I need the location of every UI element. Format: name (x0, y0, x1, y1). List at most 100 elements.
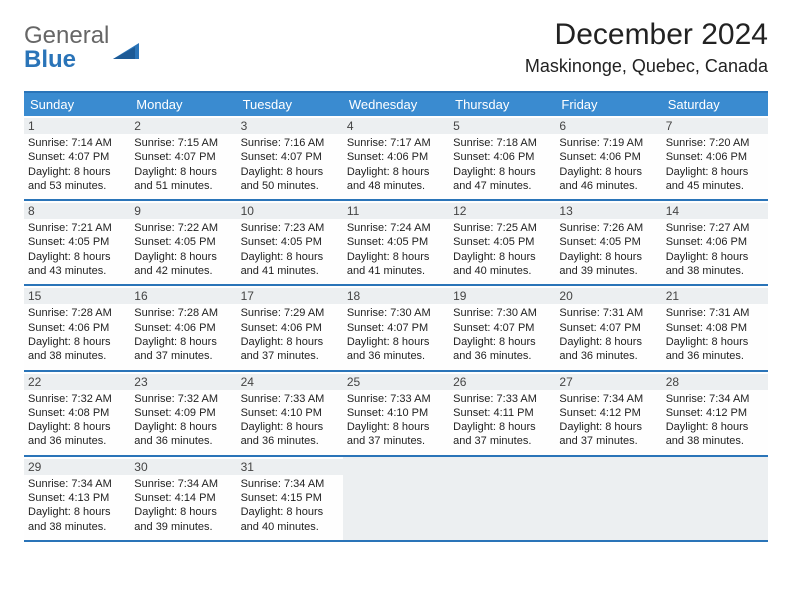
weeks-container: 1 Sunrise: 7:14 AMSunset: 4:07 PMDaylight… (24, 116, 768, 542)
day-cell: 7Sunrise: 7:20 AMSunset: 4:06 PMDaylight… (662, 116, 768, 199)
day-number: 31 (237, 459, 343, 475)
day-number: 6 (555, 118, 661, 134)
day-cell: 28 Sunrise: 7:34 AMSunset: 4:12 PMDayligh… (662, 372, 768, 455)
week-row: 15Sunrise: 7:28 AMSunset: 4:06 PMDayligh… (24, 286, 768, 371)
day-number: 1 (24, 118, 130, 134)
day-details: Sunrise: 7:27 AMSunset: 4:06 PMDaylight:… (666, 221, 764, 278)
day-number: 29 (24, 459, 130, 475)
day-cell: 29 Sunrise: 7:34 AMSunset: 4:13 PMDayligh… (24, 457, 130, 540)
day-cell: 31 Sunrise: 7:34 AMSunset: 4:15 PMDayligh… (237, 457, 343, 540)
dow-sunday: Sunday (24, 93, 130, 116)
day-number: 19 (449, 288, 555, 304)
day-details: Sunrise: 7:30 AMSunset: 4:07 PMDaylight:… (453, 306, 551, 363)
day-number: 17 (237, 288, 343, 304)
day-number: 2 (130, 118, 236, 134)
day-details: Sunrise: 7:17 AMSunset: 4:06 PMDaylight:… (347, 136, 445, 193)
day-number: 4 (343, 118, 449, 134)
day-cell: 19 Sunrise: 7:30 AMSunset: 4:07 PMDayligh… (449, 286, 555, 369)
day-number: 28 (662, 374, 768, 390)
day-cell: 23Sunrise: 7:32 AMSunset: 4:09 PMDayligh… (130, 372, 236, 455)
day-cell: 12 Sunrise: 7:25 AMSunset: 4:05 PMDayligh… (449, 201, 555, 284)
day-details: Sunrise: 7:34 AMSunset: 4:12 PMDaylight:… (666, 392, 764, 449)
day-number: 14 (662, 203, 768, 219)
brand-text: General Blue (24, 24, 109, 72)
day-cell: 11 Sunrise: 7:24 AMSunset: 4:05 PMDayligh… (343, 201, 449, 284)
day-details: Sunrise: 7:28 AMSunset: 4:06 PMDaylight:… (28, 306, 126, 363)
day-details: Sunrise: 7:31 AMSunset: 4:07 PMDaylight:… (559, 306, 657, 363)
day-cell: 16 Sunrise: 7:28 AMSunset: 4:06 PMDayligh… (130, 286, 236, 369)
day-cell: 25Sunrise: 7:33 AMSunset: 4:10 PMDayligh… (343, 372, 449, 455)
day-cell: 15Sunrise: 7:28 AMSunset: 4:06 PMDayligh… (24, 286, 130, 369)
brand-triangle-icon (113, 37, 139, 59)
brand-word2: Blue (24, 46, 76, 73)
day-number: 24 (237, 374, 343, 390)
day-cell: 27 Sunrise: 7:34 AMSunset: 4:12 PMDayligh… (555, 372, 661, 455)
day-details: Sunrise: 7:25 AMSunset: 4:05 PMDaylight:… (453, 221, 551, 278)
day-details: Sunrise: 7:22 AMSunset: 4:05 PMDaylight:… (134, 221, 232, 278)
empty-cell (343, 457, 449, 540)
day-details: Sunrise: 7:15 AMSunset: 4:07 PMDaylight:… (134, 136, 232, 193)
day-details: Sunrise: 7:24 AMSunset: 4:05 PMDaylight:… (347, 221, 445, 278)
day-details: Sunrise: 7:30 AMSunset: 4:07 PMDaylight:… (347, 306, 445, 363)
dow-thursday: Thursday (449, 93, 555, 116)
day-cell: 26 Sunrise: 7:33 AMSunset: 4:11 PMDayligh… (449, 372, 555, 455)
dow-wednesday: Wednesday (343, 93, 449, 116)
day-details: Sunrise: 7:32 AMSunset: 4:08 PMDaylight:… (28, 392, 126, 449)
day-details: Sunrise: 7:31 AMSunset: 4:08 PMDaylight:… (666, 306, 764, 363)
week-row: 8 Sunrise: 7:21 AMSunset: 4:05 PMDaylight… (24, 201, 768, 286)
day-number: 21 (662, 288, 768, 304)
day-details: Sunrise: 7:20 AMSunset: 4:06 PMDaylight:… (666, 136, 764, 193)
location-text: Maskinonge, Quebec, Canada (525, 56, 768, 77)
day-number: 26 (449, 374, 555, 390)
day-cell: 22Sunrise: 7:32 AMSunset: 4:08 PMDayligh… (24, 372, 130, 455)
day-number: 16 (130, 288, 236, 304)
day-cell: 5 Sunrise: 7:18 AMSunset: 4:06 PMDaylight… (449, 116, 555, 199)
day-cell: 3Sunrise: 7:16 AMSunset: 4:07 PMDaylight… (237, 116, 343, 199)
day-number: 12 (449, 203, 555, 219)
day-cell: 17 Sunrise: 7:29 AMSunset: 4:06 PMDayligh… (237, 286, 343, 369)
day-cell: 8 Sunrise: 7:21 AMSunset: 4:05 PMDaylight… (24, 201, 130, 284)
day-number: 11 (343, 203, 449, 219)
day-details: Sunrise: 7:21 AMSunset: 4:05 PMDaylight:… (28, 221, 126, 278)
day-cell: 4 Sunrise: 7:17 AMSunset: 4:06 PMDaylight… (343, 116, 449, 199)
day-number: 20 (555, 288, 661, 304)
day-details: Sunrise: 7:28 AMSunset: 4:06 PMDaylight:… (134, 306, 232, 363)
day-cell: 10Sunrise: 7:23 AMSunset: 4:05 PMDayligh… (237, 201, 343, 284)
title-block: December 2024 Maskinonge, Quebec, Canada (525, 18, 768, 77)
day-cell: 30Sunrise: 7:34 AMSunset: 4:14 PMDayligh… (130, 457, 236, 540)
day-number: 9 (130, 203, 236, 219)
day-details: Sunrise: 7:34 AMSunset: 4:12 PMDaylight:… (559, 392, 657, 449)
day-details: Sunrise: 7:19 AMSunset: 4:06 PMDaylight:… (559, 136, 657, 193)
week-row: 22Sunrise: 7:32 AMSunset: 4:08 PMDayligh… (24, 372, 768, 457)
dow-friday: Friday (555, 93, 661, 116)
day-number: 18 (343, 288, 449, 304)
dow-monday: Monday (130, 93, 236, 116)
day-cell: 21 Sunrise: 7:31 AMSunset: 4:08 PMDayligh… (662, 286, 768, 369)
dow-saturday: Saturday (662, 93, 768, 116)
day-details: Sunrise: 7:29 AMSunset: 4:06 PMDaylight:… (241, 306, 339, 363)
day-details: Sunrise: 7:33 AMSunset: 4:10 PMDaylight:… (347, 392, 445, 449)
day-cell: 13Sunrise: 7:26 AMSunset: 4:05 PMDayligh… (555, 201, 661, 284)
day-cell: 14 Sunrise: 7:27 AMSunset: 4:06 PMDayligh… (662, 201, 768, 284)
day-number: 8 (24, 203, 130, 219)
day-cell: 18 Sunrise: 7:30 AMSunset: 4:07 PMDayligh… (343, 286, 449, 369)
brand-word1: General (24, 22, 109, 49)
empty-cell (449, 457, 555, 540)
dow-tuesday: Tuesday (237, 93, 343, 116)
day-number: 5 (449, 118, 555, 134)
day-details: Sunrise: 7:16 AMSunset: 4:07 PMDaylight:… (241, 136, 339, 193)
day-details: Sunrise: 7:18 AMSunset: 4:06 PMDaylight:… (453, 136, 551, 193)
day-number: 10 (237, 203, 343, 219)
day-details: Sunrise: 7:33 AMSunset: 4:11 PMDaylight:… (453, 392, 551, 449)
day-details: Sunrise: 7:34 AMSunset: 4:15 PMDaylight:… (241, 477, 339, 534)
day-cell: 9 Sunrise: 7:22 AMSunset: 4:05 PMDaylight… (130, 201, 236, 284)
header: General Blue December 2024 Maskinonge, Q… (24, 18, 768, 77)
day-number: 27 (555, 374, 661, 390)
week-row: 29 Sunrise: 7:34 AMSunset: 4:13 PMDayligh… (24, 457, 768, 542)
day-details: Sunrise: 7:14 AMSunset: 4:07 PMDaylight:… (28, 136, 126, 193)
day-cell: 24Sunrise: 7:33 AMSunset: 4:10 PMDayligh… (237, 372, 343, 455)
day-cell: 1 Sunrise: 7:14 AMSunset: 4:07 PMDaylight… (24, 116, 130, 199)
day-details: Sunrise: 7:34 AMSunset: 4:13 PMDaylight:… (28, 477, 126, 534)
calendar: Sunday Monday Tuesday Wednesday Thursday… (24, 91, 768, 542)
brand-logo: General Blue (24, 24, 139, 72)
